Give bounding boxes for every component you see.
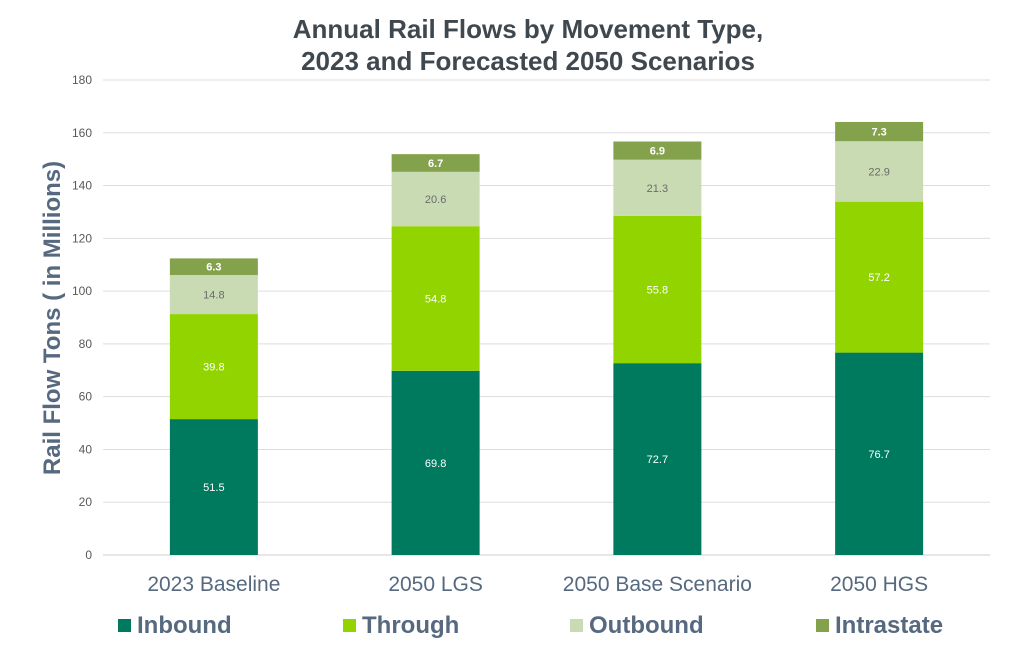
bar-outbound	[835, 141, 924, 202]
data-label: 57.2	[868, 272, 889, 284]
data-label: 20.6	[425, 194, 446, 206]
y-tick-label: 100	[72, 284, 92, 298]
data-label: 54.8	[425, 294, 446, 306]
data-label: 14.8	[203, 290, 224, 302]
data-label: 55.8	[647, 285, 668, 297]
y-tick-label: 160	[72, 126, 92, 140]
y-tick-label: 140	[72, 179, 92, 193]
legend-label: Through	[362, 612, 459, 639]
data-label: 6.7	[428, 158, 443, 170]
y-tick-label: 60	[79, 390, 93, 404]
data-label: 51.5	[203, 482, 224, 494]
legend-label: Outbound	[589, 612, 704, 639]
bar-through	[169, 314, 258, 420]
bar-outbound	[169, 275, 258, 315]
bar-intrastate	[613, 141, 702, 160]
chart-title-line-2: 2023 and Forecasted 2050 Scenarios	[301, 46, 755, 76]
legend: Inbound Through Outbound Intrastate	[118, 612, 943, 639]
bar-outbound	[391, 171, 480, 227]
y-tick-label: 0	[85, 548, 92, 562]
legend-swatch-inbound	[118, 619, 131, 632]
bar-intrastate	[835, 121, 924, 142]
chart-title-line-1: Annual Rail Flows by Movement Type,	[293, 14, 763, 44]
legend-swatch-outbound	[570, 619, 583, 632]
data-label: 21.3	[647, 183, 668, 195]
legend-swatch-through	[343, 619, 356, 632]
y-tick-label: 80	[79, 337, 93, 351]
x-tick-label: 2050 HGS	[830, 573, 928, 596]
bar-through	[835, 201, 924, 353]
data-label: 6.9	[650, 146, 665, 158]
data-label: 72.7	[647, 454, 668, 466]
bar-intrastate	[169, 258, 258, 276]
bar-inbound	[835, 352, 924, 555]
bar-inbound	[613, 363, 702, 555]
bar-through	[613, 215, 702, 364]
y-tick-label: 40	[79, 442, 93, 456]
bar-outbound	[613, 159, 702, 216]
bar-inbound	[169, 419, 258, 555]
legend-swatch-intrastate	[816, 619, 829, 632]
data-label: 6.3	[206, 262, 221, 274]
x-tick-label: 2050 LGS	[388, 573, 483, 596]
bar-intrastate	[391, 154, 480, 172]
bar-inbound	[391, 370, 480, 555]
data-label: 69.8	[425, 458, 446, 470]
data-label: 76.7	[868, 449, 889, 461]
x-tick-label: 2050 Base Scenario	[563, 573, 752, 596]
y-axis-label: Rail Flow Tons ( in Millions)	[39, 161, 66, 475]
legend-label: Intrastate	[835, 612, 943, 639]
y-tick-label: 20	[79, 495, 93, 509]
x-axis-ticks: 2023 Baseline 2050 LGS 2050 Base Scenario 2…	[147, 573, 928, 596]
x-tick-label: 2023 Baseline	[147, 573, 280, 596]
data-label: 7.3	[871, 127, 886, 139]
data-label: 22.9	[868, 166, 889, 178]
bar-through	[391, 226, 480, 371]
bars: 51.5 39.8 14.8 6.3 69.8 54.8 20.6 6.7 72.7 55.8 21…	[169, 121, 924, 555]
data-label: 39.8	[203, 362, 224, 374]
y-axis-ticks: 0 20 40 60 80 100 120 140 160 180	[72, 73, 92, 562]
y-tick-label: 180	[72, 73, 92, 87]
y-tick-label: 120	[72, 231, 92, 245]
legend-label: Inbound	[137, 612, 232, 639]
